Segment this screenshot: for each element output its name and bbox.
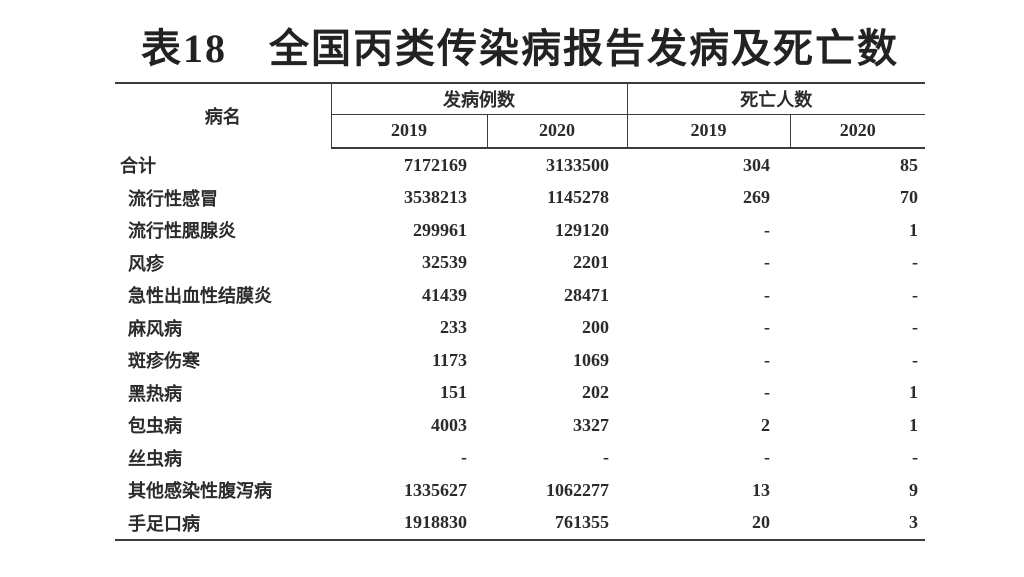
cases-2019-value: 32539 [422, 252, 467, 273]
deaths-2019-value: - [764, 317, 770, 338]
cases-2020-value: 1062277 [546, 479, 609, 500]
column-header-cases-2020: 2020 [487, 114, 628, 149]
header-group-row: 病名 发病例数 死亡人数 [115, 83, 925, 148]
deaths-2020-value: 1 [909, 219, 918, 240]
cases-2019-value: 1173 [431, 349, 467, 370]
deaths-2019-value: - [764, 219, 770, 240]
disease-name: 包虫病 [128, 416, 182, 437]
disease-name: 流行性腮腺炎 [128, 221, 236, 242]
cases-2020-value: 2201 [573, 252, 609, 273]
cases-2020-value: 761355 [555, 512, 609, 533]
cases-2019-value: 233 [440, 317, 467, 338]
table-row: 其他感染性腹泻病 1335627 1062277 13 9 [115, 474, 925, 507]
table-body: 合计 7172169 3133500 304 85 流行性感冒 3538213 … [115, 148, 925, 540]
disease-name: 急性出血性结膜炎 [128, 286, 272, 307]
deaths-2020-value: - [912, 447, 918, 468]
cases-2020-value: 1069 [573, 349, 609, 370]
column-header-cases-2019: 2019 [331, 114, 488, 149]
deaths-2019-value: 2 [761, 414, 770, 435]
table-row: 流行性腮腺炎 299961 129120 - 1 [115, 214, 925, 247]
deaths-2020-value: - [912, 349, 918, 370]
table-row: 黑热病 151 202 - 1 [115, 377, 925, 410]
deaths-2020-value: 70 [900, 187, 918, 208]
cases-2020-value: 3327 [573, 414, 609, 435]
cases-2020-value: 200 [582, 317, 609, 338]
cases-2019-value: - [461, 447, 467, 468]
deaths-2020-value: 1 [909, 382, 918, 403]
header-year-row: 2019 2020 2019 2020 [115, 114, 925, 149]
deaths-2019-value: 304 [743, 154, 770, 175]
cases-2020-value: 28471 [564, 284, 609, 305]
cases-2019-value: 3538213 [404, 187, 467, 208]
disease-name: 手足口病 [128, 513, 200, 534]
disease-name: 风疹 [128, 253, 164, 274]
table-row: 急性出血性结膜炎 41439 28471 - - [115, 279, 925, 312]
deaths-2019-value: - [764, 382, 770, 403]
table-row: 丝虫病 - - - - [115, 442, 925, 475]
disease-name: 黑热病 [128, 383, 182, 404]
table-row: 斑疹伤寒 1173 1069 - - [115, 344, 925, 377]
deaths-2019-value: - [764, 349, 770, 370]
table-row: 流行性感冒 3538213 1145278 269 70 [115, 182, 925, 215]
cases-2020-value: 202 [582, 382, 609, 403]
deaths-2019-value: - [764, 252, 770, 273]
deaths-2020-value: - [912, 252, 918, 273]
deaths-2020-value: 9 [909, 479, 918, 500]
deaths-2020-value: 1 [909, 414, 918, 435]
table-title: 表18 全国丙类传染病报告发病及死亡数 [141, 26, 899, 71]
disease-name: 斑疹伤寒 [128, 351, 200, 372]
disease-name: 丝虫病 [128, 448, 182, 469]
cases-2019-value: 1918830 [404, 512, 467, 533]
cases-2020-value: 1145278 [546, 187, 609, 208]
deaths-2020-value: 3 [909, 512, 918, 533]
column-header-deaths-2019: 2019 [627, 114, 791, 149]
cases-2019-value: 299961 [413, 219, 467, 240]
table-row: 麻风病 233 200 - - [115, 312, 925, 345]
cases-2019-value: 1335627 [404, 479, 467, 500]
table-row: 合计 7172169 3133500 304 85 [115, 148, 925, 182]
column-group-deaths: 死亡人数 [627, 83, 925, 115]
cases-2019-value: 151 [440, 382, 467, 403]
cases-2019-value: 7172169 [404, 154, 467, 175]
column-header-deaths-2020: 2020 [790, 114, 925, 149]
deaths-2020-value: 85 [900, 154, 918, 175]
deaths-2019-value: 20 [752, 512, 770, 533]
deaths-2019-value: 269 [743, 187, 770, 208]
column-group-cases: 发病例数 [331, 83, 628, 115]
disease-name: 流行性感冒 [128, 188, 218, 209]
disease-name: 其他感染性腹泻病 [128, 481, 272, 502]
disease-name: 麻风病 [128, 318, 182, 339]
deaths-2020-value: - [912, 284, 918, 305]
cases-2019-value: 4003 [431, 414, 467, 435]
cases-2020-value: - [603, 447, 609, 468]
deaths-2019-value: - [764, 284, 770, 305]
deaths-2019-value: - [764, 447, 770, 468]
disease-name: 合计 [120, 155, 156, 176]
cases-2019-value: 41439 [422, 284, 467, 305]
table-row: 风疹 32539 2201 - - [115, 247, 925, 280]
table-row: 包虫病 4003 3327 2 1 [115, 409, 925, 442]
table-row: 手足口病 1918830 761355 20 3 [115, 507, 925, 541]
table-header: 病名 发病例数 死亡人数 2019 2020 2019 2020 [115, 83, 925, 149]
column-header-disease-name: 病名 [115, 83, 332, 148]
deaths-2020-value: - [912, 317, 918, 338]
disease-report-table: 病名 发病例数 死亡人数 2019 2020 2019 2020 合计 7172… [115, 82, 925, 541]
cases-2020-value: 3133500 [546, 154, 609, 175]
cases-2020-value: 129120 [555, 219, 609, 240]
deaths-2019-value: 13 [752, 479, 770, 500]
